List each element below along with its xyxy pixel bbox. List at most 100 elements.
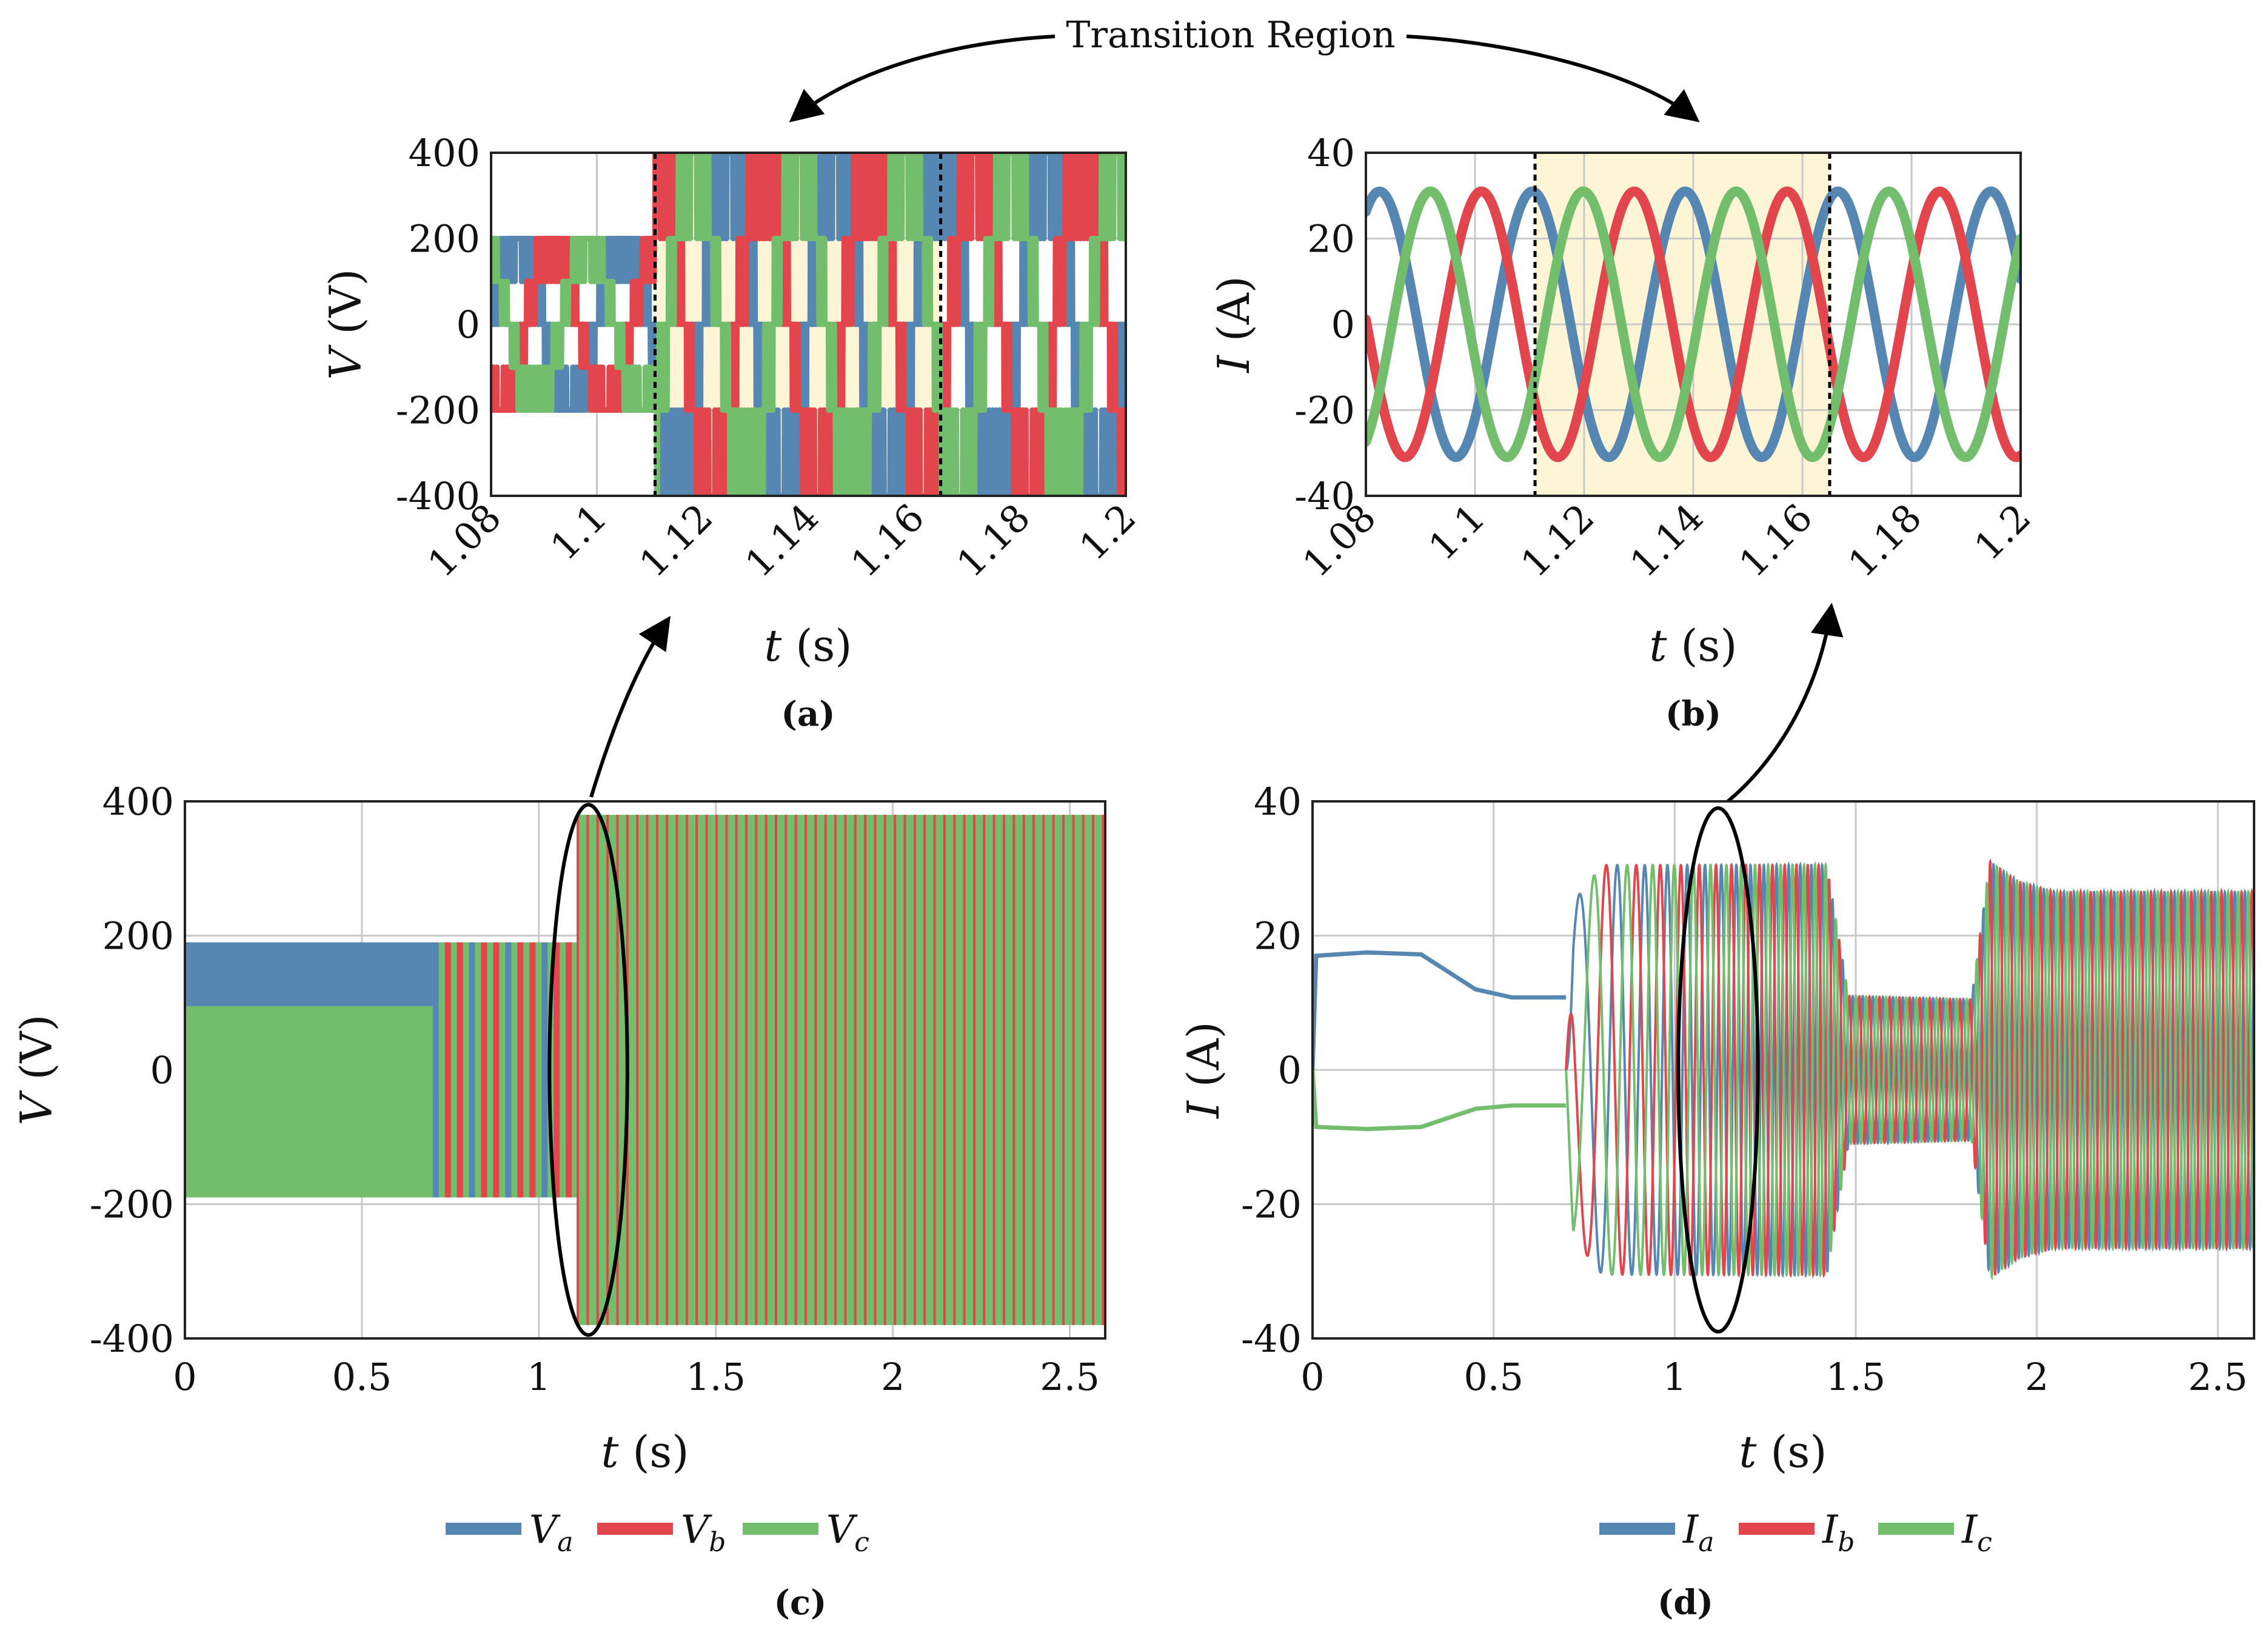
zoom-arrow-d-to-b	[1721, 603, 1844, 808]
y-tick-label: -20	[1294, 389, 1355, 433]
y-tick-label: 400	[409, 131, 480, 175]
x-tick-label: 1.18	[948, 495, 1039, 586]
axes-frame	[490, 152, 1127, 497]
transition-annotation: Transition Region	[789, 14, 1700, 122]
x-tick-label: 1.5	[1826, 1355, 1886, 1399]
y-tick-label: 20	[1307, 217, 1355, 261]
x-tick-label: 1	[527, 1355, 550, 1399]
switch-stripe	[432, 942, 439, 1198]
y-tick-label: -400	[90, 1317, 174, 1361]
x-tick-label: 1.1	[542, 495, 615, 569]
x-tick-label: 1.16	[1730, 495, 1821, 586]
transition-markers	[1533, 153, 1831, 496]
switch-stripe	[517, 942, 524, 1198]
series-va	[491, 153, 1126, 496]
legend: Va Vb Vc	[446, 1508, 869, 1558]
y-tick-label: 200	[102, 914, 174, 958]
x-tick-label: 1.12	[631, 495, 721, 586]
axes-frame	[1311, 800, 2255, 1340]
y-axis-label: V (V)	[320, 269, 371, 379]
y-tick-label: 40	[1307, 131, 1355, 175]
x-tick-label: 1.12	[1512, 495, 1602, 586]
transition-markers	[653, 153, 943, 496]
y-axis-label: I (A)	[1178, 1021, 1229, 1120]
panel-tag: (a)	[781, 694, 835, 734]
legend-label-ib: Ib	[1822, 1508, 1855, 1558]
panel-d-current-full: 40 20 0 -20 -40 0 0.5 1 1.5 2 2.5 I (A) t (s) Ia …	[1178, 780, 2255, 1623]
y-tick-labels: 400 200 0 -200 -400	[90, 780, 174, 1361]
axes-frame	[1365, 152, 2022, 497]
switch-stripe	[457, 942, 463, 1198]
x-tick-label: 2	[881, 1355, 905, 1399]
zoom-ellipse-shape	[547, 803, 629, 1337]
y-tick-label: -40	[1294, 474, 1355, 518]
x-tick-label: 0.5	[1463, 1355, 1524, 1399]
switch-stripe	[444, 942, 451, 1198]
annotation-text: Transition Region	[1066, 14, 1395, 56]
series-ic	[1366, 186, 2021, 463]
y-tick-label: 40	[1254, 780, 1302, 824]
legend: Ia Ib Ic	[1599, 1508, 1992, 1558]
x-axis-label: t (s)	[1650, 620, 1738, 671]
series-vb-dense	[577, 815, 1105, 1325]
y-tick-label: -40	[1241, 1317, 1302, 1361]
switch-stripe	[529, 942, 536, 1198]
x-tick-label: 1.14	[737, 495, 827, 586]
switch-stripe	[566, 942, 572, 1198]
switch-stripe	[554, 942, 560, 1198]
y-tick-label: 0	[457, 302, 480, 347]
panel-tag: (d)	[1658, 1583, 1713, 1623]
annotation-arrow-left	[789, 35, 1055, 122]
y-tick-label: 400	[102, 780, 174, 824]
y-tick-label: 20	[1254, 914, 1302, 958]
y-tick-labels: 40 20 0 -20 -40	[1294, 131, 1355, 518]
y-tick-label: 0	[1331, 302, 1355, 347]
x-tick-label: 2	[2025, 1355, 2049, 1399]
x-tick-labels: 0 0.5 1 1.5 2 2.5	[1300, 1355, 2247, 1399]
panel-tag: (c)	[774, 1583, 826, 1623]
series-ia	[1366, 186, 2021, 463]
x-axis-label: t (s)	[601, 1426, 689, 1477]
x-axis-label: t (s)	[1739, 1426, 1827, 1477]
y-tick-label: -200	[90, 1183, 174, 1227]
x-tick-label: 1	[1663, 1355, 1687, 1399]
legend-label-vb: Vb	[681, 1508, 726, 1558]
y-tick-label: -400	[396, 474, 480, 518]
panel-c-voltage-full: 400 200 0 -200 -400 0 0.5 1 1.5 2 2.5 V (V) t (s)…	[11, 780, 1106, 1623]
x-tick-label: 2.5	[1040, 1355, 1100, 1399]
y-tick-label: 0	[150, 1048, 174, 1092]
y-tick-label: 0	[1278, 1048, 1302, 1092]
switch-stripe	[493, 942, 500, 1198]
y-tick-labels: 400 200 0 -200 -400	[396, 131, 480, 518]
legend-label-vc: Vc	[826, 1508, 869, 1558]
zoom-arrow-c-to-a	[589, 616, 671, 798]
x-tick-label: 1.5	[686, 1355, 746, 1399]
legend-label-ia: Ia	[1682, 1508, 1714, 1558]
x-tick-labels: 1.08 1.1 1.12 1.14 1.16 1.18 1.2	[1294, 495, 2039, 586]
x-tick-labels: 0 0.5 1 1.5 2 2.5	[173, 1355, 1100, 1399]
x-tick-label: 1.2	[1965, 495, 2039, 569]
series-ia-dc	[1313, 950, 1567, 1071]
legend-label-ic: Ic	[1961, 1508, 1992, 1558]
traces	[491, 153, 1126, 496]
switch-stripe	[541, 942, 548, 1198]
series-vc	[491, 153, 1126, 496]
x-tick-label: 0	[1300, 1355, 1324, 1399]
x-tick-label: 1.18	[1839, 495, 1930, 586]
y-tick-label: 200	[409, 217, 480, 261]
x-tick-label: 1.2	[1071, 495, 1144, 569]
traces	[185, 815, 1105, 1325]
x-tick-label: 1.16	[842, 495, 932, 586]
switch-stripe	[469, 942, 475, 1198]
axes-frame	[184, 800, 1106, 1340]
x-tick-label: 1.14	[1621, 495, 1711, 586]
zoom-ellipse	[1676, 806, 1760, 1334]
x-tick-label: 1.1	[1420, 495, 1493, 569]
x-tick-label: 0.5	[332, 1355, 392, 1399]
y-axis-label: V (V)	[11, 1014, 62, 1125]
legend-label-va: Va	[529, 1508, 573, 1558]
x-tick-label: 2.5	[2188, 1355, 2248, 1399]
zoom-ellipse-shape	[1676, 806, 1760, 1334]
x-axis-label: t (s)	[764, 620, 852, 671]
